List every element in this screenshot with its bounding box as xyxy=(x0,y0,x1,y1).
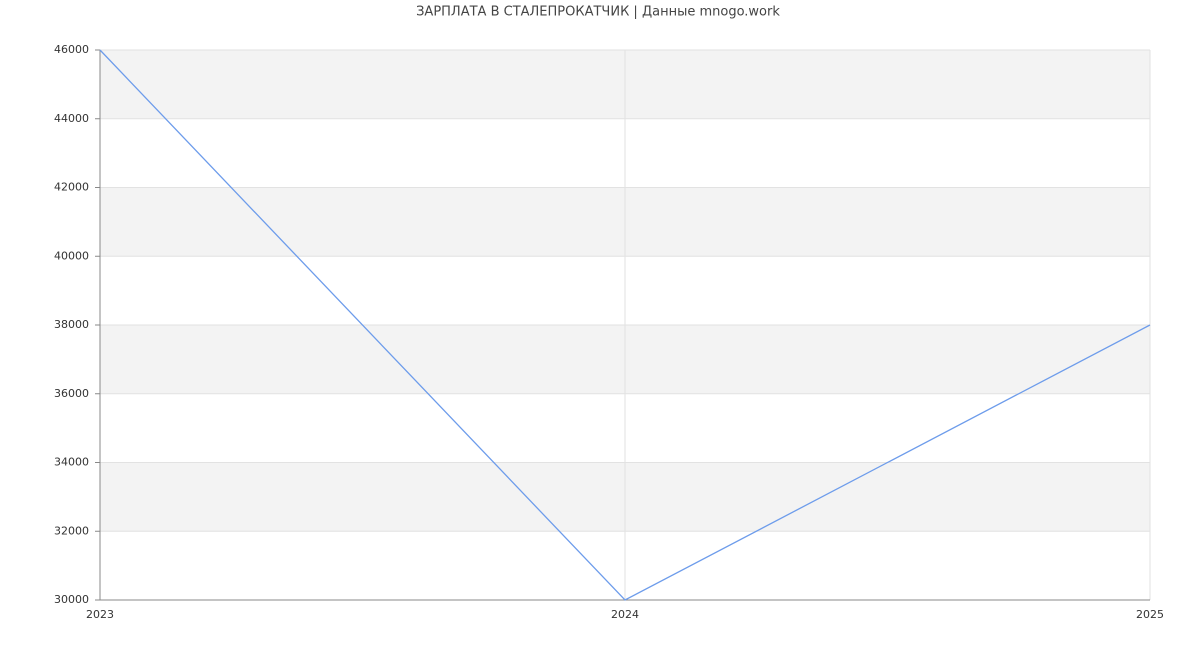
chart-title: ЗАРПЛАТА В СТАЛЕПРОКАТЧИК | Данные mnogo… xyxy=(416,5,780,20)
x-tick-label: 2025 xyxy=(1136,608,1164,621)
x-tick-label: 2024 xyxy=(611,608,639,621)
y-tick-label: 38000 xyxy=(54,318,89,331)
y-tick-label: 36000 xyxy=(54,387,89,400)
y-tick-label: 42000 xyxy=(54,181,89,194)
y-tick-label: 44000 xyxy=(54,112,89,125)
line xyxy=(99,49,1151,601)
y-tick-label: 34000 xyxy=(54,456,89,469)
y-tick-label: 40000 xyxy=(54,249,89,262)
y-tick-label: 32000 xyxy=(54,524,89,537)
y-tick-label: 46000 xyxy=(54,43,89,56)
y-tick-label: 30000 xyxy=(54,593,89,606)
x-tick-label: 2023 xyxy=(86,608,114,621)
